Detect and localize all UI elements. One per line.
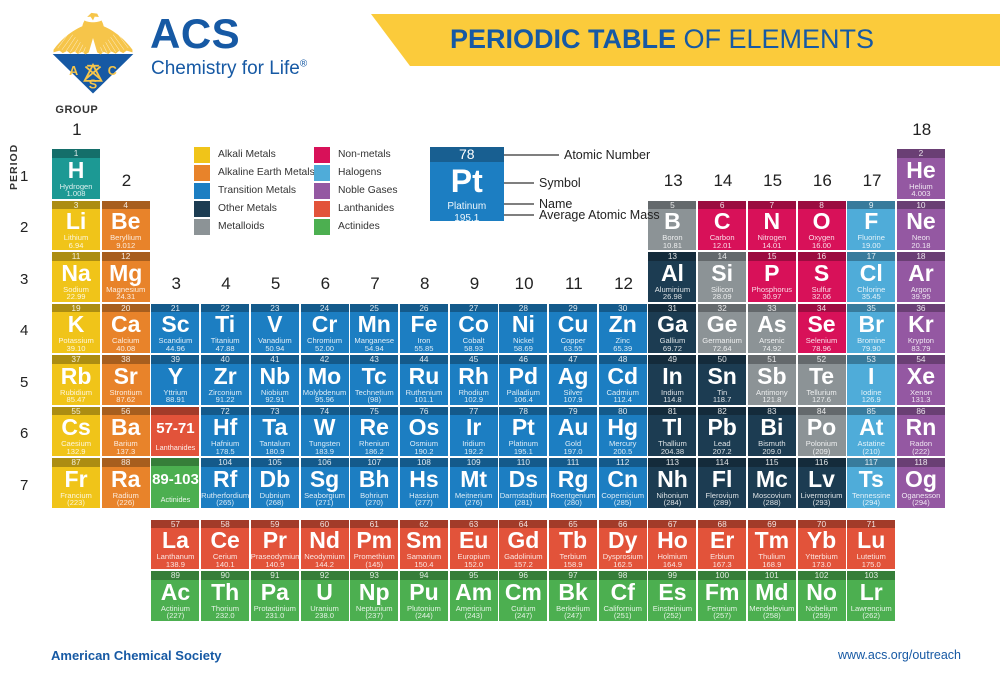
- svg-text:Symbol: Symbol: [539, 176, 581, 190]
- svg-text:Atomic Number: Atomic Number: [564, 148, 650, 162]
- svg-text:Average Atomic Mass: Average Atomic Mass: [539, 208, 660, 222]
